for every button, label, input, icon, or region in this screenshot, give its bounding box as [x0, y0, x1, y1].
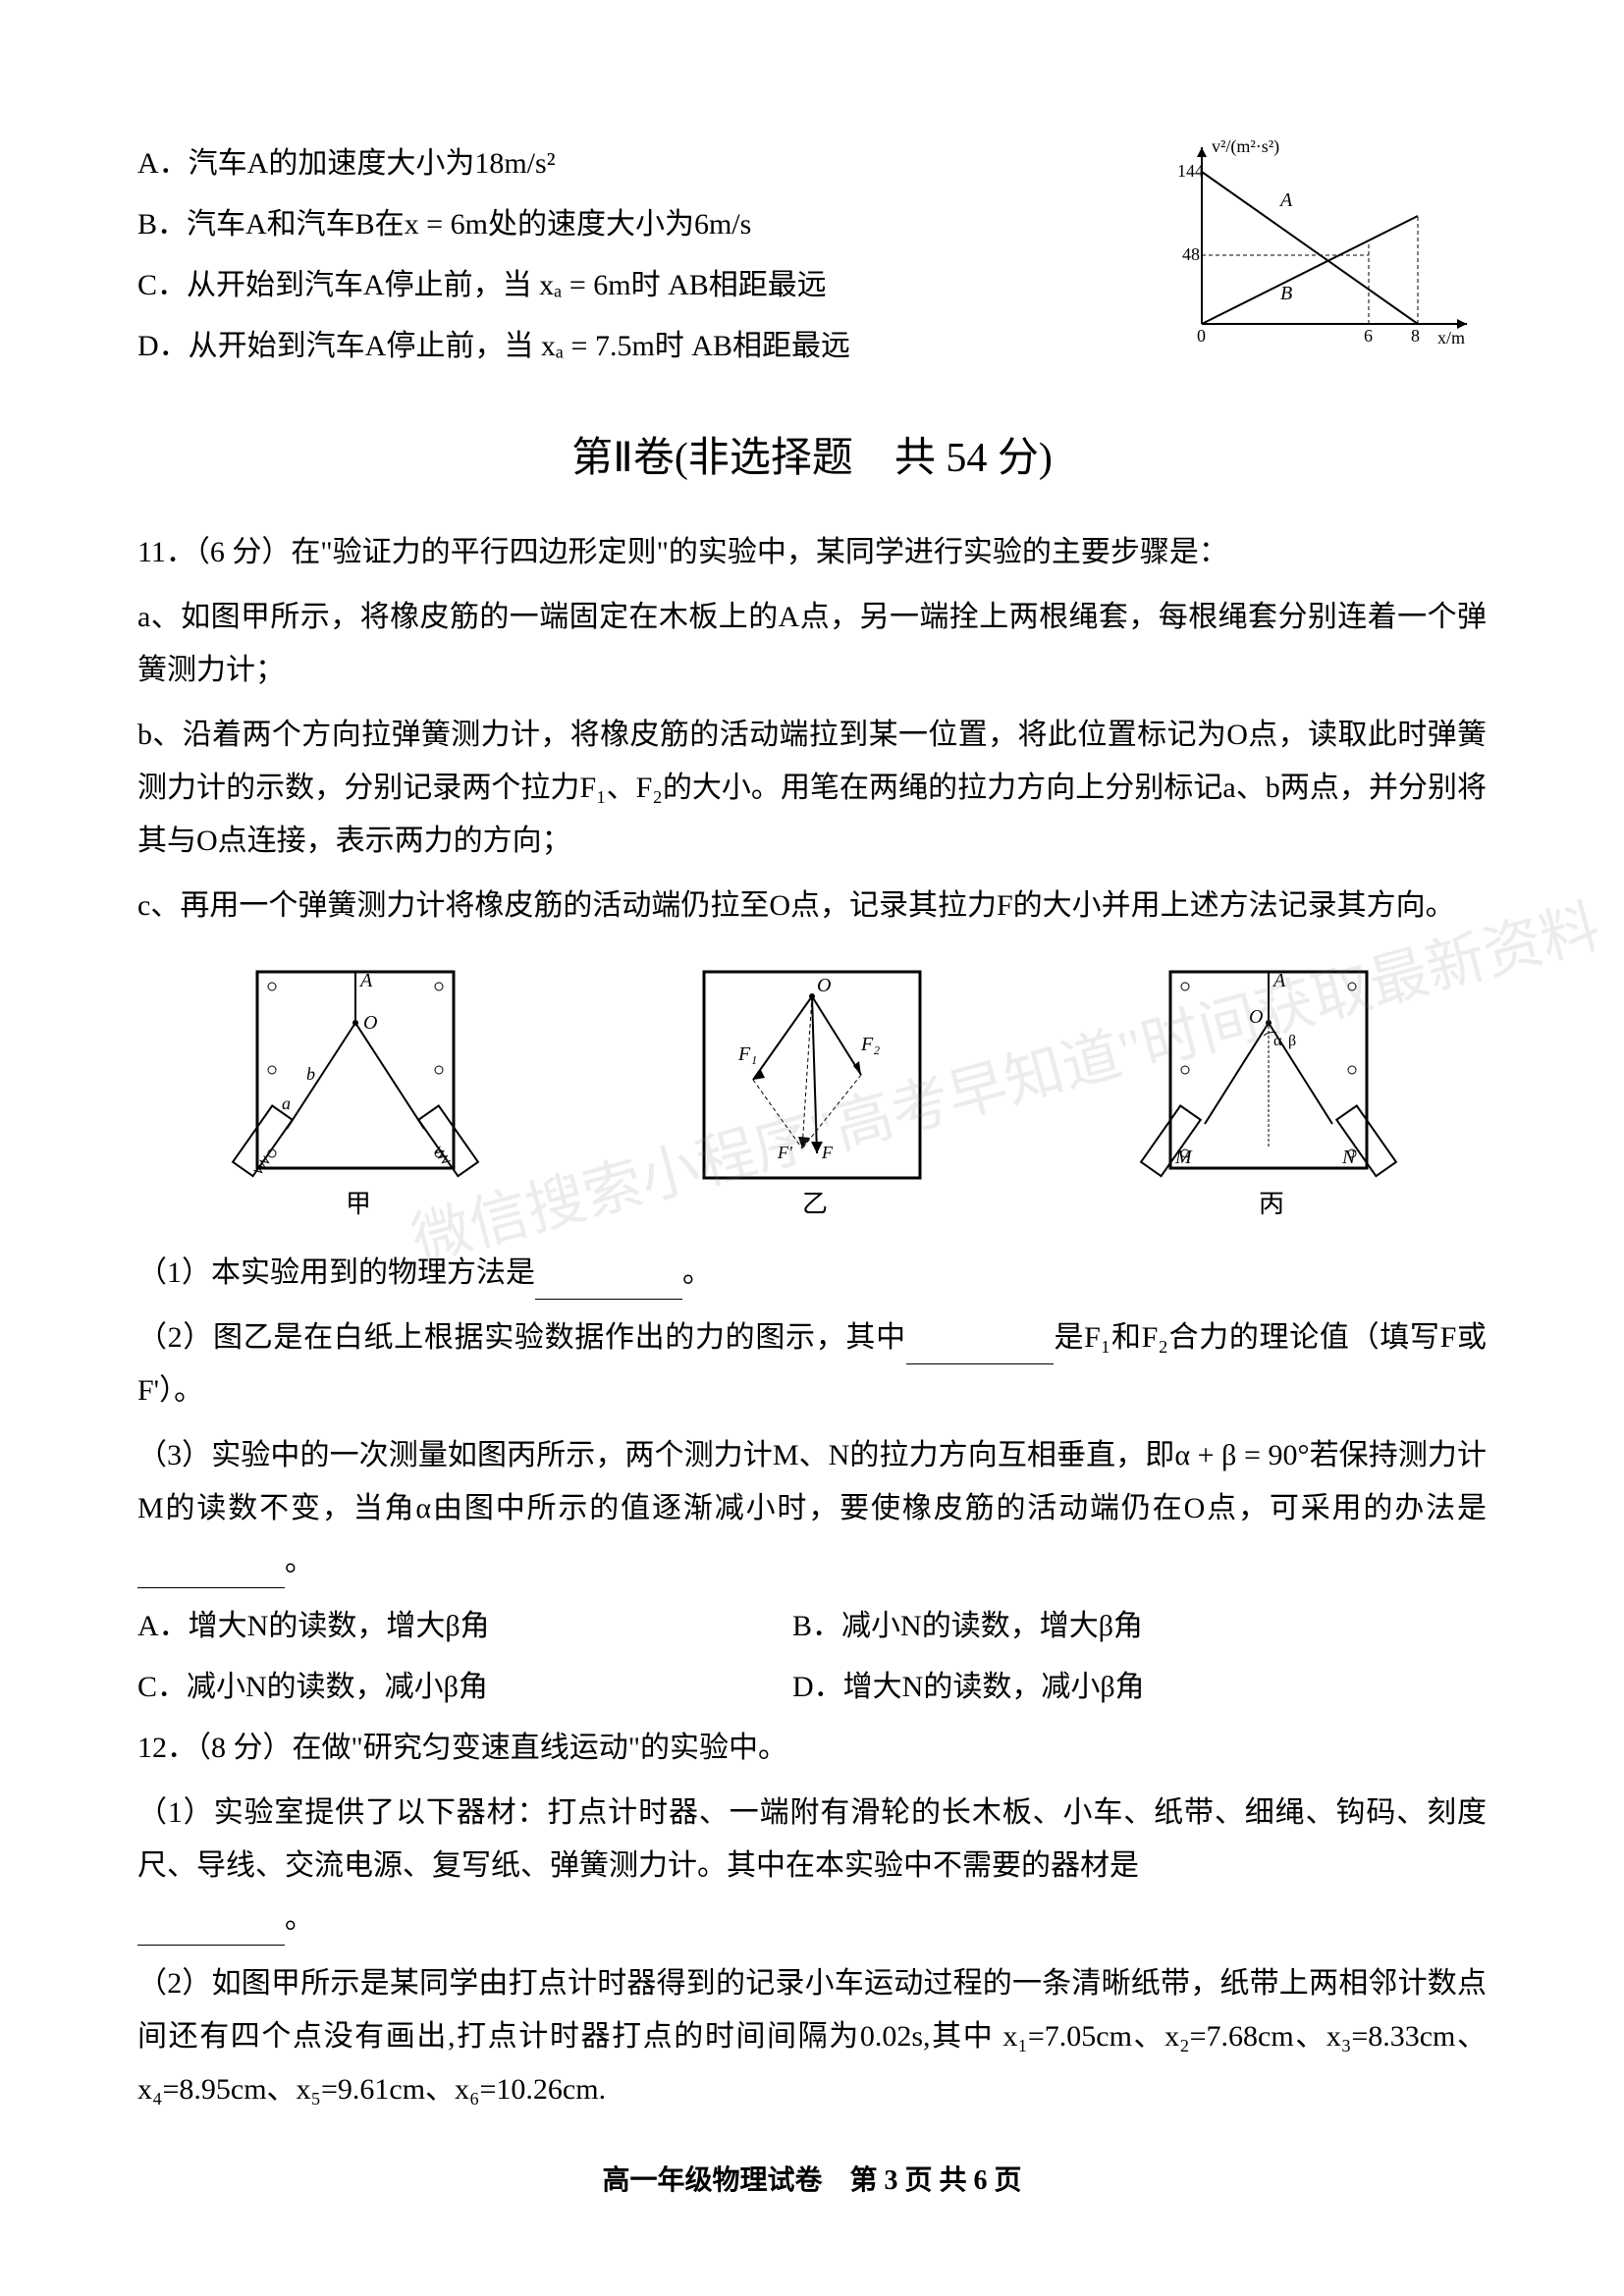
- svg-text:乙: 乙: [802, 1190, 828, 1218]
- svg-text:M: M: [1174, 1147, 1193, 1168]
- figure-yi: O F₁ F₂ F' F 乙: [665, 952, 959, 1227]
- chart-ylabel: v²/(m²·s²): [1212, 136, 1279, 157]
- chart-x8: 8: [1411, 326, 1420, 346]
- blank-field[interactable]: [137, 1559, 285, 1588]
- q11-opt-d: D．增大N的读数，减小β角: [792, 1661, 1440, 1714]
- q11-opt-a: A．增大N的读数，增大β角: [137, 1600, 785, 1653]
- q11-opt-c: C．减小N的读数，减小β角: [137, 1661, 785, 1714]
- chart-origin: 0: [1197, 326, 1206, 346]
- chart-x6: 6: [1364, 326, 1373, 346]
- question-11: 11．（6 分）在"验证力的平行四边形定则"的实验中，某同学进行实验的主要步骤是…: [137, 526, 1487, 1714]
- figures-row: A O b a 甲 O: [137, 952, 1487, 1227]
- chart-y144: 144: [1177, 161, 1204, 181]
- svg-text:β: β: [1288, 1033, 1296, 1049]
- q12-sub1-text: （1）实验室提供了以下器材：打点计时器、一端附有滑轮的长木板、小车、纸带、细绳、…: [137, 1796, 1487, 1882]
- blank-field[interactable]: [535, 1270, 682, 1300]
- question-12: 12．（8 分）在做"研究匀变速直线运动"的实验中。 （1）实验室提供了以下器材…: [137, 1722, 1487, 2116]
- q11-sub2: （2）图乙是在白纸上根据实验数据作出的力的图示，其中是F₁和F₂合力的理论值（填…: [137, 1311, 1487, 1417]
- q11-sub2a-text: （2）图乙是在白纸上根据实验数据作出的力的图示，其中: [137, 1321, 906, 1354]
- q11-intro: 11．（6 分）在"验证力的平行四边形定则"的实验中，某同学进行实验的主要步骤是…: [137, 526, 1487, 579]
- chart-label-a: A: [1278, 189, 1293, 211]
- svg-text:a: a: [282, 1094, 291, 1113]
- chart-xlabel: x/m: [1437, 328, 1465, 347]
- q11-step-c: c、再用一个弹簧测力计将橡皮筋的活动端仍拉至O点，记录其拉力F的大小并用上述方法…: [137, 880, 1487, 933]
- svg-text:甲: 甲: [346, 1190, 371, 1218]
- svg-text:F₂: F₂: [860, 1034, 880, 1055]
- blank-field[interactable]: [137, 1916, 285, 1946]
- velocity-chart: x/m v²/(m²·s²) 144 48 0 6 8 A B: [1172, 128, 1487, 363]
- svg-text:F': F': [777, 1143, 793, 1162]
- svg-text:O: O: [363, 1012, 377, 1034]
- svg-text:F₁: F₁: [737, 1043, 757, 1065]
- svg-text:A: A: [1272, 970, 1286, 991]
- figure-bing: A O α β M N 丙: [1121, 952, 1416, 1227]
- q11-sub1-text: （1）本实验用到的物理方法是: [137, 1256, 535, 1289]
- chart-y48: 48: [1182, 244, 1200, 264]
- svg-text:O: O: [817, 975, 831, 996]
- q11-sub3-end: 。: [285, 1545, 314, 1577]
- figure-jia: A O b a 甲: [208, 952, 503, 1227]
- svg-text:F: F: [821, 1143, 834, 1162]
- q11-sub3-text: （3）实验中的一次测量如图丙所示，两个测力计M、N的拉力方向互相垂直，即α + …: [137, 1439, 1487, 1524]
- svg-text:O: O: [1249, 1006, 1263, 1028]
- q11-sub1: （1）本实验用到的物理方法是 。: [137, 1247, 1487, 1300]
- q12-intro: 12．（8 分）在做"研究匀变速直线运动"的实验中。: [137, 1722, 1487, 1775]
- blank-field[interactable]: [906, 1335, 1054, 1364]
- svg-text:N: N: [1341, 1147, 1357, 1168]
- chart-label-b: B: [1280, 283, 1292, 304]
- svg-text:丙: 丙: [1259, 1190, 1284, 1218]
- q12-sub1-end: 。: [285, 1902, 314, 1935]
- page-footer: 高一年级物理试卷 第 3 页 共 6 页: [0, 2159, 1624, 2198]
- q11-options-ab: A．增大N的读数，增大β角 B．减小N的读数，增大β角: [137, 1600, 1487, 1653]
- q12-sub2: （2）如图甲所示是某同学由打点计时器得到的记录小车运动过程的一条清晰纸带，纸带上…: [137, 1957, 1487, 2116]
- q11-sub3: （3）实验中的一次测量如图丙所示，两个测力计M、N的拉力方向互相垂直，即α + …: [137, 1429, 1487, 1588]
- svg-text:b: b: [306, 1064, 315, 1084]
- section-title: 第Ⅱ卷(非选择题 共 54 分): [137, 422, 1487, 497]
- q11-sub1-end: 。: [682, 1256, 712, 1289]
- q12-sub1: （1）实验室提供了以下器材：打点计时器、一端附有滑轮的长木板、小车、纸带、细绳、…: [137, 1787, 1487, 1946]
- svg-text:A: A: [358, 970, 373, 991]
- q11-step-b: b、沿着两个方向拉弹簧测力计，将橡皮筋的活动端拉到某一位置，将此位置标记为O点，…: [137, 709, 1487, 868]
- q11-opt-b: B．减小N的读数，增大β角: [792, 1600, 1440, 1653]
- svg-text:α: α: [1273, 1033, 1282, 1049]
- q11-step-a: a、如图甲所示，将橡皮筋的一端固定在木板上的A点，另一端拴上两根绳套，每根绳套分…: [137, 591, 1487, 697]
- q11-options-cd: C．减小N的读数，减小β角 D．增大N的读数，减小β角: [137, 1661, 1487, 1714]
